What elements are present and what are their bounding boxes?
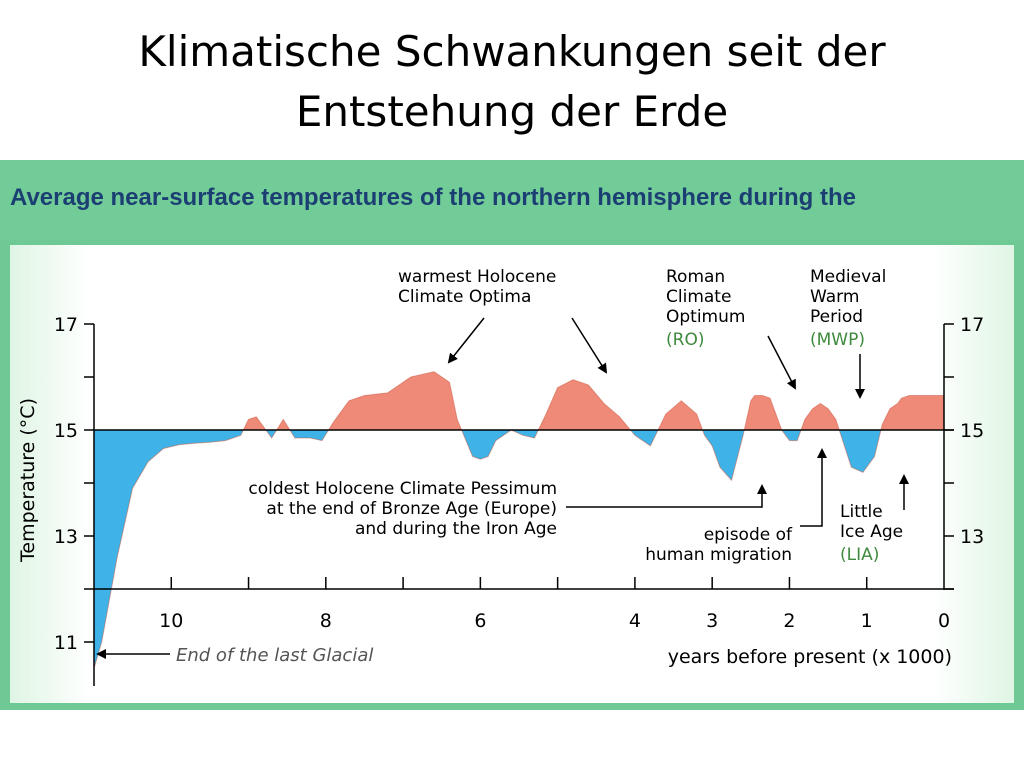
annotation-roman-abbr: (RO)	[666, 330, 704, 350]
slide-title-line1: Klimatische Schwankungen seit der	[138, 27, 886, 76]
x-tick-label: 4	[629, 610, 641, 632]
y-tick-label-left: 13	[54, 526, 78, 548]
y-tick-label-right: 15	[960, 420, 984, 442]
annotation-coldest-arrow	[566, 484, 767, 508]
annotation-medieval-line3: Period	[810, 307, 863, 327]
annotation-medieval-line1: Medieval	[810, 267, 886, 287]
annotation-roman-line3: Optimum	[666, 307, 745, 327]
annotation-warmest-arrow-left	[447, 317, 485, 364]
x-tick-label: 8	[320, 610, 332, 632]
y-tick-label-right: 17	[960, 314, 984, 336]
x-tick-label: 1	[861, 610, 873, 632]
annotation-roman: Roman Climate Optimum (RO)	[666, 267, 796, 390]
x-tick-label: 3	[706, 610, 718, 632]
x-tick-label: 2	[783, 610, 795, 632]
annotation-migration: episode of human migration	[645, 448, 827, 565]
y-axis-label: Temperature (°C)	[17, 398, 39, 563]
annotation-warmest-arrow-right	[571, 317, 608, 374]
annotation-roman-arrow	[767, 335, 796, 390]
annotation-medieval-line2: Warm	[810, 287, 859, 307]
chart-area	[10, 245, 1014, 703]
annotation-coldest-line2: at the end of Bronze Age (Europe)	[266, 499, 557, 519]
x-tick-label: 10	[159, 610, 183, 632]
annotation-coldest: coldest Holocene Climate Pessimum at the…	[248, 479, 767, 539]
y-tick-label-left: 17	[54, 314, 78, 336]
temperature-series-line	[93, 371, 944, 669]
annotation-medieval-abbr: (MWP)	[810, 330, 865, 350]
slide-title-line2: Entstehung der Erde	[295, 87, 729, 136]
slide-title: Klimatische Schwankungen seit der Entste…	[0, 22, 1024, 142]
annotation-lia-line1: Little	[840, 502, 883, 522]
y-tick-label-right: 13	[960, 526, 984, 548]
annotation-coldest-line1: coldest Holocene Climate Pessimum	[248, 479, 557, 499]
cold-anomaly-area	[94, 430, 944, 669]
annotation-roman-line1: Roman	[666, 267, 725, 287]
chart-header-title: Average near-surface temperatures of the…	[10, 184, 856, 211]
annotation-medieval: Medieval Warm Period (MWP)	[810, 267, 886, 399]
annotation-migration-line2: human migration	[645, 545, 792, 565]
annotation-coldest-line3: and during the Iron Age	[355, 519, 557, 539]
annotation-warmest: warmest Holocene Climate Optima	[398, 267, 608, 374]
annotation-lia-line2: Ice Age	[840, 522, 903, 542]
annotation-lia-abbr: (LIA)	[840, 545, 879, 565]
x-tick-label: 0	[938, 610, 950, 632]
annotation-glacial-label: End of the last Glacial	[176, 645, 373, 666]
y-tick-label-left: 15	[54, 420, 78, 442]
x-axis-label: years before present (x 1000)	[668, 646, 952, 668]
annotation-roman-line2: Climate	[666, 287, 731, 307]
x-tick-label: 6	[474, 610, 486, 632]
annotation-migration-arrow	[800, 448, 827, 527]
annotation-warmest-line2: Climate Optima	[398, 287, 531, 307]
y-tick-label-left: 11	[54, 632, 78, 654]
annotation-migration-line1: episode of	[704, 525, 793, 545]
chart-header-bar: Average near-surface temperatures of the…	[0, 160, 1024, 240]
annotation-warmest-line1: warmest Holocene	[398, 267, 556, 287]
annotation-glacial: End of the last Glacial	[96, 645, 373, 666]
annotation-lia: Little Ice Age (LIA)	[840, 474, 909, 565]
